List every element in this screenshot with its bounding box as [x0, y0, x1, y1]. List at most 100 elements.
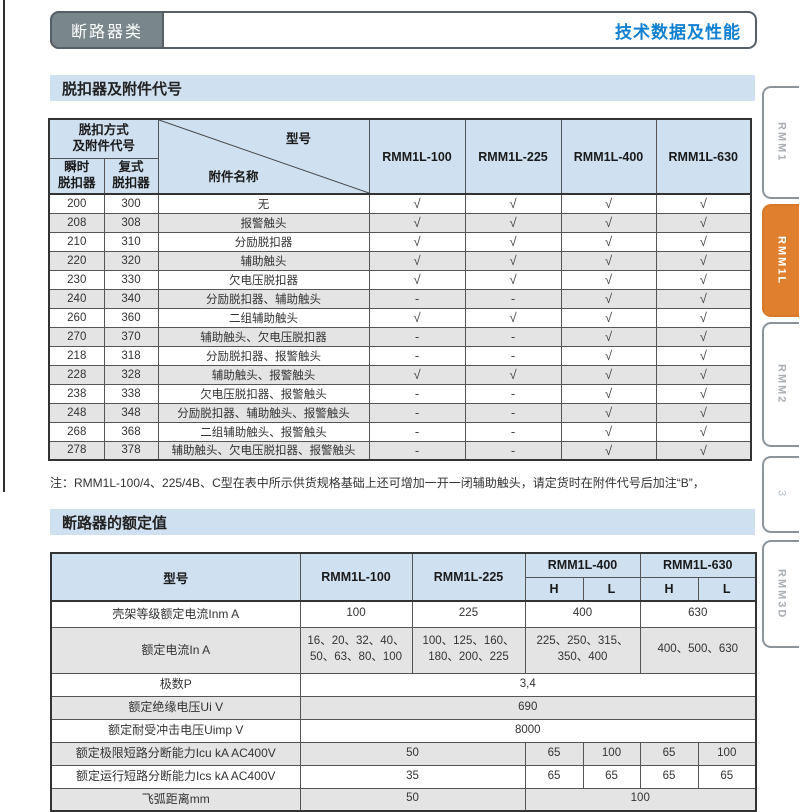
model-header: RMM1L-630 — [655, 118, 752, 195]
ratings-table-row: 极数P 3,4 — [50, 672, 757, 697]
spec-value: 35 — [299, 764, 526, 789]
instant-trip-code: 278 — [48, 440, 105, 461]
spec-value: 690 — [299, 695, 757, 720]
trip-table-row: 230 330 欠电压脱扣器 √ √ √ √ — [48, 269, 752, 290]
sidebar-tab-rmm1[interactable]: RMM1 — [762, 86, 799, 199]
availability-mark: - — [368, 288, 466, 309]
spec-value: 65 — [639, 741, 699, 766]
trip-mode-header: 脱扣方式 及附件代号 — [48, 118, 159, 159]
accessory-name: 分励脱扣器、报警触头 — [157, 345, 370, 366]
trip-table-row: 268 368 二组辅助触头、报警触头 - - √ √ — [48, 421, 752, 442]
trip-table-row: 208 308 报警触头 √ √ √ √ — [48, 212, 752, 233]
availability-mark: - — [464, 345, 562, 366]
accessory-name: 无 — [157, 193, 370, 214]
availability-mark: √ — [655, 326, 752, 347]
model-header: RMM1L-225 — [411, 552, 526, 602]
spec-label: 壳架等级额定电流Inm A — [50, 600, 301, 628]
spec-value: 16、20、32、40、50、63、80、100 — [299, 626, 413, 674]
compound-trip-code: 310 — [103, 231, 159, 252]
compound-trip-code: 330 — [103, 269, 159, 290]
instant-trip-code: 218 — [48, 345, 105, 366]
trip-table-row: 278 378 辅助触头、欠电压脱扣器、报警触头 - - √ √ — [48, 440, 752, 461]
spec-value: 65 — [697, 764, 757, 789]
model-header: RMM1L-225 — [464, 118, 562, 195]
trip-table-body: 200 300 无 √ √ √ √ 208 308 报警触头 √ √ √ √ 210 310 分励脱扣器 √ √ √ √… — [48, 193, 752, 461]
sidebar-tab-rmm2[interactable]: RMM2 — [762, 322, 799, 447]
availability-mark: - — [464, 288, 562, 309]
availability-mark: √ — [655, 212, 752, 233]
accessory-name: 辅助触头 — [157, 250, 370, 271]
section-title-ratings: 断路器的额定值 — [50, 509, 755, 535]
compound-trip-code: 348 — [103, 402, 159, 423]
spec-value: 100 — [582, 741, 641, 766]
category-tab: 断路器类 — [50, 11, 164, 49]
availability-mark: √ — [655, 231, 752, 252]
availability-mark: √ — [560, 326, 657, 347]
ratings-table-body: 壳架等级额定电流Inm A 100 225 400 630 额定电流In A 16、20、3… — [50, 600, 757, 812]
ratings-table-row: 额定极限短路分断能力Icu kA AC400V 50 65 100 65 100 — [50, 741, 757, 766]
instant-trip-code: 248 — [48, 402, 105, 423]
sidebar-tabs: RMM1 RMM1L RMM2 3 RMM3D — [762, 0, 800, 800]
availability-mark: - — [464, 440, 562, 461]
model-header: RMM1L-400 — [524, 552, 641, 578]
variant-header-l: L — [582, 576, 641, 602]
compound-trip-code: 378 — [103, 440, 159, 461]
trip-table-row: 240 340 分励脱扣器、辅助触头 - - √ √ — [48, 288, 752, 309]
sidebar-tab-rmm3d[interactable]: RMM3D — [762, 540, 799, 648]
trip-table-row: 220 320 辅助触头 √ √ √ √ — [48, 250, 752, 271]
compound-trip-code: 360 — [103, 307, 159, 328]
availability-mark: √ — [464, 364, 562, 385]
availability-mark: √ — [560, 421, 657, 442]
model-header: RMM1L-100 — [299, 552, 413, 602]
sidebar-tab-rmm1l[interactable]: RMM1L — [762, 204, 799, 317]
availability-mark: √ — [655, 269, 752, 290]
variant-header-h: H — [639, 576, 699, 602]
availability-mark: - — [464, 402, 562, 423]
ratings-table-row: 额定绝缘电压Ui V 690 — [50, 695, 757, 720]
availability-mark: √ — [655, 307, 752, 328]
accessory-axis-label: 附件名称 — [208, 170, 259, 184]
spec-value: 225 — [411, 600, 526, 628]
spec-value: 65 — [524, 764, 584, 789]
availability-mark: - — [368, 326, 466, 347]
instant-trip-code: 270 — [48, 326, 105, 347]
spec-value: 3,4 — [299, 672, 757, 697]
accessory-name: 辅助触头、欠电压脱扣器 — [157, 326, 370, 347]
instant-trip-code: 240 — [48, 288, 105, 309]
accessory-name: 报警触头 — [157, 212, 370, 233]
accessory-name: 二组辅助触头 — [157, 307, 370, 328]
trip-table-row: 238 338 欠电压脱扣器、报警触头 - - √ √ — [48, 383, 752, 404]
accessory-name: 二组辅助触头、报警触头 — [157, 421, 370, 442]
availability-mark: - — [464, 326, 562, 347]
availability-mark: √ — [368, 250, 466, 271]
ratings-table-row: 额定运行短路分断能力Ics kA AC400V 35 65 65 65 65 — [50, 764, 757, 789]
availability-mark: √ — [464, 212, 562, 233]
sidebar-tab-3[interactable]: 3 — [762, 456, 799, 533]
availability-mark: √ — [368, 231, 466, 252]
diagonal-header-cell: 型号 附件名称 — [157, 118, 370, 195]
spec-label: 极数P — [50, 672, 301, 697]
ratings-table: 型号 RMM1L-100 RMM1L-225 RMM1L-400 RMM1L-6… — [50, 552, 757, 812]
availability-mark: √ — [560, 212, 657, 233]
page-edge-line — [3, 0, 5, 492]
availability-mark: √ — [560, 288, 657, 309]
availability-mark: - — [368, 402, 466, 423]
availability-mark: - — [368, 440, 466, 461]
model-header: RMM1L-400 — [560, 118, 657, 195]
ratings-table-row: 壳架等级额定电流Inm A 100 225 400 630 — [50, 600, 757, 628]
trip-accessory-table: 脱扣方式 及附件代号 型号 附件名称 RMM1L-100 RMM1L-225 R… — [48, 118, 753, 461]
spec-label: 额定耐受冲击电压Uimp V — [50, 718, 301, 743]
availability-mark: √ — [368, 364, 466, 385]
availability-mark: √ — [655, 440, 752, 461]
availability-mark: √ — [560, 269, 657, 290]
spec-value: 8000 — [299, 718, 757, 743]
availability-mark: √ — [464, 250, 562, 271]
diagonal-divider-icon — [159, 120, 369, 193]
spec-value: 50 — [299, 741, 526, 766]
spec-value: 630 — [639, 600, 757, 628]
compound-trip-code: 308 — [103, 212, 159, 233]
trip-table-row: 200 300 无 √ √ √ √ — [48, 193, 752, 214]
trip-table-row: 260 360 二组辅助触头 √ √ √ √ — [48, 307, 752, 328]
compound-trip-code: 340 — [103, 288, 159, 309]
availability-mark: √ — [368, 307, 466, 328]
